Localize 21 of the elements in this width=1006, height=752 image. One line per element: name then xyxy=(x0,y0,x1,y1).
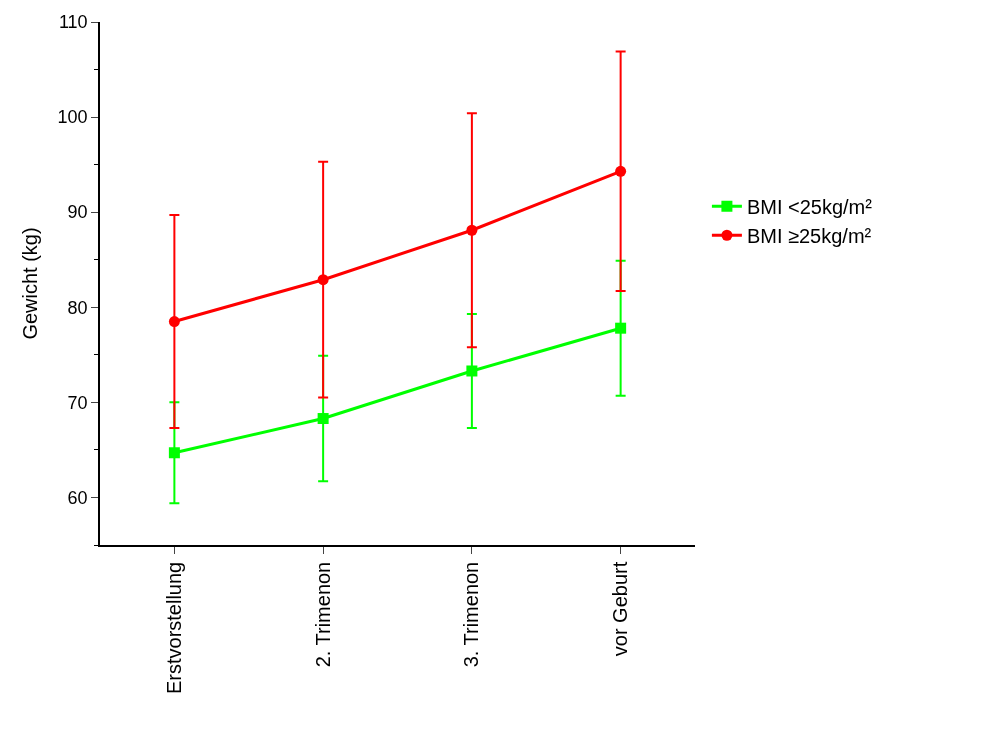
x-tick-label: vor Geburt xyxy=(609,561,632,657)
y-axis-title: Gewicht (kg) xyxy=(18,227,41,340)
point xyxy=(466,224,478,236)
point xyxy=(317,413,329,425)
x-tick-label: 3. Trimenon xyxy=(460,561,483,668)
point xyxy=(168,447,180,459)
y-tick-label: 70 xyxy=(67,392,88,413)
point xyxy=(466,365,478,377)
point xyxy=(615,322,627,334)
x-tick-label: 2. Trimenon xyxy=(311,561,334,668)
legend-label: BMI ≥25kg/m² xyxy=(746,225,872,248)
y-tick-label: 60 xyxy=(67,487,88,508)
point xyxy=(317,274,329,286)
legend-label: BMI <25kg/m² xyxy=(746,196,873,219)
x-tick-label: Erstvorstellung xyxy=(162,561,185,695)
y-tick-label: 80 xyxy=(67,297,88,318)
y-tick-label: 100 xyxy=(57,107,88,128)
point xyxy=(168,316,180,328)
y-tick-label: 90 xyxy=(67,202,88,223)
y-tick-label: 110 xyxy=(58,12,88,33)
point xyxy=(615,165,627,177)
